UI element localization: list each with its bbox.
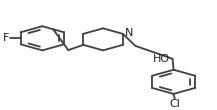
Text: F: F bbox=[3, 33, 9, 43]
Text: N: N bbox=[125, 28, 133, 38]
Text: HO: HO bbox=[153, 54, 170, 64]
Text: Cl: Cl bbox=[169, 99, 180, 109]
